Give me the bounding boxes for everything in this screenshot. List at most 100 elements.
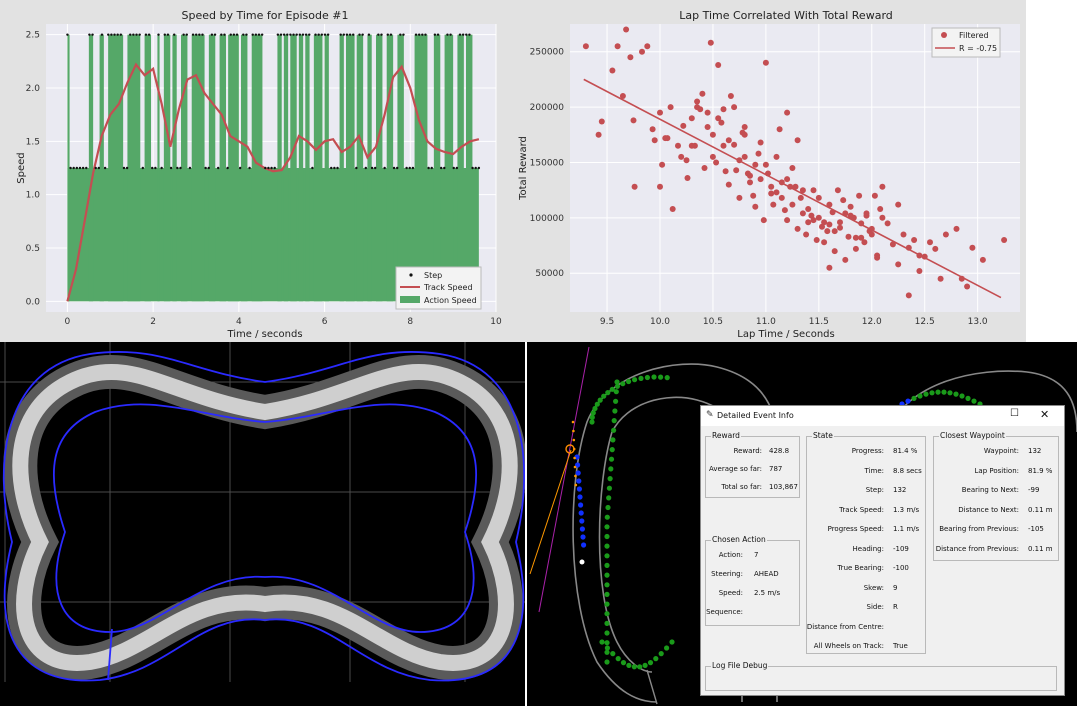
waypoint-dot bbox=[613, 398, 619, 404]
scatter-point bbox=[644, 43, 651, 50]
step-marker bbox=[257, 33, 261, 36]
step-marker bbox=[232, 33, 236, 36]
scatter-point bbox=[630, 117, 637, 124]
waypoint-dot bbox=[929, 390, 935, 396]
lap-ytick-label: 100000 bbox=[530, 214, 565, 224]
scatter-point bbox=[852, 234, 859, 241]
close-icon[interactable]: ✕ bbox=[1040, 408, 1050, 421]
scatter-point bbox=[789, 165, 796, 171]
scatter-point bbox=[720, 106, 727, 113]
waypoint-label: Waypoint: bbox=[983, 447, 1019, 455]
scatter-point bbox=[631, 183, 638, 190]
waypoint-dot bbox=[651, 374, 657, 380]
scatter-point bbox=[815, 214, 822, 221]
step-marker bbox=[176, 166, 179, 170]
step-marker bbox=[295, 33, 298, 36]
lap-xtick-label: 11.0 bbox=[756, 317, 776, 327]
step-marker bbox=[348, 33, 352, 36]
step-marker bbox=[377, 33, 380, 36]
scatter-point bbox=[731, 104, 738, 111]
step-marker bbox=[78, 166, 82, 170]
speed-ytick-label: 1.0 bbox=[26, 191, 41, 201]
lap-chart-title: Lap Time Correlated With Total Reward bbox=[679, 9, 893, 22]
scatter-point bbox=[678, 153, 685, 160]
scatter-point bbox=[789, 201, 796, 208]
legend-action-swatch bbox=[400, 296, 420, 303]
waypoint-label: Distance from Previous: bbox=[935, 544, 1019, 553]
scatter-point bbox=[725, 137, 732, 144]
waypoint-dot bbox=[589, 414, 595, 420]
step-marker bbox=[100, 33, 104, 36]
state-value: -100 bbox=[893, 564, 909, 572]
action-speed-high-bar bbox=[277, 34, 282, 302]
speed-legend: Step Track Speed Action Speed bbox=[395, 266, 482, 310]
waypoint-dot bbox=[610, 437, 616, 443]
scatter-point bbox=[858, 234, 865, 241]
state-row: Progress: 81.4 % bbox=[807, 446, 925, 456]
closest-waypoint-group: Closest Waypoint Waypoint: 132 Lap Positio… bbox=[933, 431, 1059, 561]
reward-row: Average so far: 787 bbox=[706, 464, 799, 474]
step-marker bbox=[147, 33, 151, 36]
step-marker bbox=[248, 166, 251, 170]
action-speed-high-bar bbox=[313, 34, 323, 302]
action-speed-high-bar bbox=[241, 34, 248, 302]
action-speed-high-bar bbox=[251, 34, 263, 302]
state-label: Skew: bbox=[863, 583, 884, 592]
step-marker bbox=[333, 166, 336, 170]
step-marker bbox=[424, 33, 427, 36]
scatter-point bbox=[837, 224, 843, 231]
lap-ytick-label: 150000 bbox=[530, 158, 565, 168]
scatter-point bbox=[619, 93, 626, 99]
step-marker bbox=[238, 166, 242, 170]
waypoint-dot bbox=[581, 542, 587, 548]
scatter-point bbox=[877, 206, 884, 212]
waypoint-dot bbox=[599, 639, 605, 645]
action-speed-high-bar bbox=[290, 34, 297, 302]
lap-ytick-label: 200000 bbox=[530, 103, 565, 113]
dialog-title-bar[interactable]: ✎ Detailed Event Info ☐ ✕ bbox=[701, 406, 1064, 426]
waypoint-dot bbox=[575, 462, 581, 468]
step-marker bbox=[97, 166, 101, 170]
scatter-point bbox=[845, 233, 852, 240]
speed-chart-panel: 0 2 4 6 8 10 0.0 0.5 1.0 1.5 2.0 2.5 Speed by Time … bbox=[0, 0, 515, 342]
waypoint-value: 0.11 m bbox=[1028, 544, 1053, 553]
state-label: Progress Speed: bbox=[827, 525, 884, 533]
waypoint-dot bbox=[576, 486, 582, 492]
scatter-point bbox=[683, 157, 690, 164]
step-marker bbox=[254, 33, 258, 36]
scatter-point bbox=[889, 241, 896, 248]
detailed-event-dialog[interactable]: ✎ Detailed Event Info ☐ ✕ Reward Reward:… bbox=[700, 405, 1065, 696]
waypoint-dot bbox=[604, 649, 610, 655]
scatter-point bbox=[720, 142, 727, 149]
scatter-point bbox=[803, 231, 810, 238]
track-heatmap-panel[interactable] bbox=[0, 342, 525, 706]
scatter-point bbox=[815, 194, 822, 201]
step-marker bbox=[188, 166, 192, 170]
step-marker bbox=[298, 33, 302, 36]
action-speed-high-bar bbox=[219, 34, 226, 302]
waypoint-dot bbox=[631, 664, 637, 670]
scatter-point bbox=[932, 245, 939, 252]
speed-ytick-label: 0.5 bbox=[26, 244, 40, 254]
scatter-point bbox=[595, 131, 602, 138]
scatter-point bbox=[834, 187, 841, 194]
action-speed-high-bar bbox=[108, 34, 124, 302]
scatter-point bbox=[884, 220, 891, 227]
waypoint-dot bbox=[604, 659, 610, 665]
step-marker bbox=[461, 33, 465, 36]
track-view[interactable] bbox=[527, 342, 1077, 706]
track-heatmap[interactable] bbox=[0, 342, 525, 682]
waypoint-dot bbox=[637, 664, 643, 670]
action-speed-high-bar bbox=[127, 34, 141, 302]
waypoint-dot bbox=[611, 427, 617, 433]
heading-line bbox=[538, 346, 590, 613]
scatter-point bbox=[657, 183, 663, 190]
waypoint-dot bbox=[604, 645, 610, 651]
track-speed-line bbox=[66, 62, 480, 302]
waypoint-value: 0.11 m bbox=[1028, 505, 1053, 514]
maximize-icon[interactable]: ☐ bbox=[1010, 408, 1019, 419]
dialog-title: Detailed Event Info bbox=[717, 411, 794, 420]
reward-group: Reward Reward: 428.8 Average so far: 787 Tot… bbox=[705, 431, 800, 498]
step-marker bbox=[336, 166, 339, 170]
current-position-marker[interactable] bbox=[565, 444, 575, 454]
